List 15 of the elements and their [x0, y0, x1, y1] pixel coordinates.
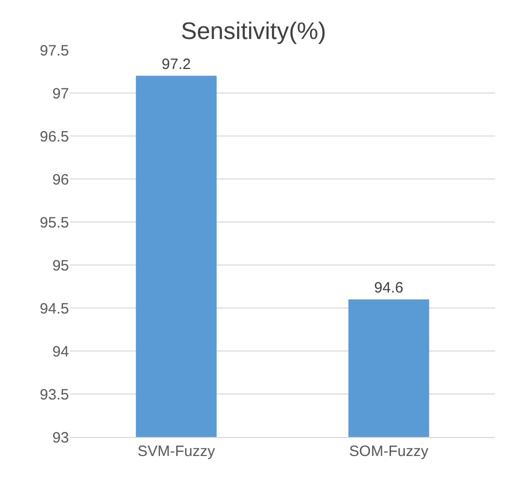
y-tick-label: 93.5 [40, 386, 69, 404]
x-tick-label: SOM-Fuzzy [349, 443, 429, 460]
y-tick-label: 97 [52, 85, 69, 102]
y-tick-label: 94.5 [40, 300, 69, 318]
x-tick-label: SVM-Fuzzy [137, 443, 216, 460]
data-label: 97.2 [162, 56, 191, 73]
y-tick-label: 93 [52, 429, 69, 446]
y-tick-label: 96 [52, 171, 69, 188]
y-tick-label: 94 [52, 343, 69, 360]
y-tick-label: 95.5 [40, 214, 69, 232]
y-tick-label: 95 [52, 257, 69, 274]
y-tick-label: 97.5 [40, 42, 69, 60]
data-label: 94.6 [374, 279, 404, 296]
chart-title: Sensitivity(%) [180, 18, 326, 46]
y-tick-label: 96.5 [40, 128, 69, 146]
